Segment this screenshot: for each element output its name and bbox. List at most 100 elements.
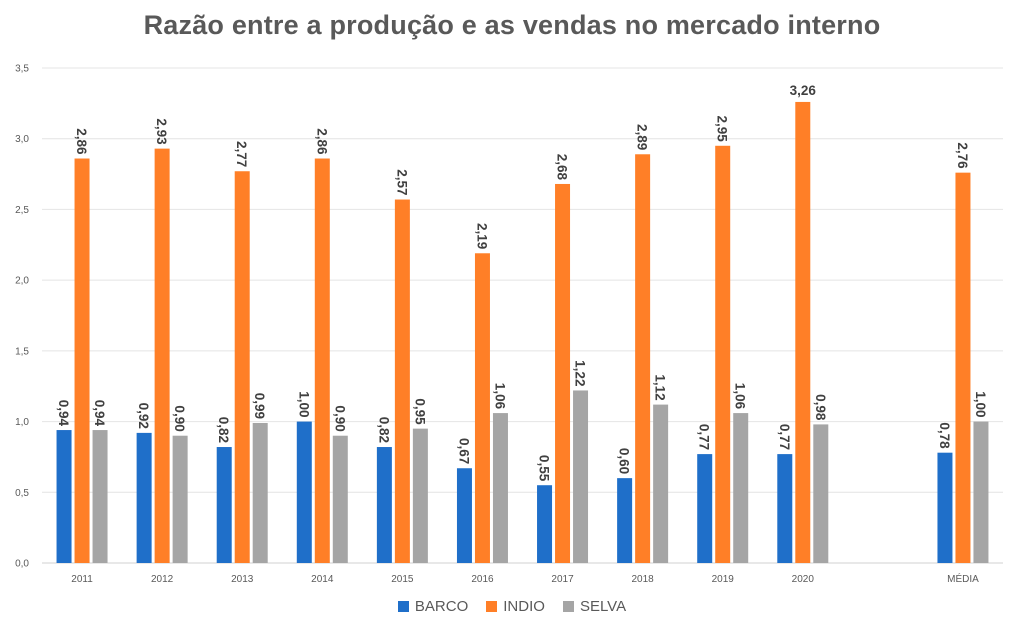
bar-barco[interactable] [537,485,553,563]
x-tick-label: 2017 [551,574,574,585]
bar-indio[interactable] [474,253,490,563]
x-tick-label: 2013 [231,574,254,585]
legend-swatch-selva [562,601,574,612]
data-label: 1,12 [653,374,668,400]
bar-indio[interactable] [154,148,170,563]
chart-title: Razão entre a produção e as vendas no me… [143,10,881,40]
data-label: 0,94 [56,400,71,427]
y-tick-label: 0,5 [15,488,29,499]
data-label: 0,90 [172,405,187,431]
bar-barco[interactable] [376,447,392,563]
data-label: 0,98 [813,394,828,421]
data-label: 1,00 [973,391,988,417]
data-label: 0,77 [697,424,712,450]
legend-label-selva: SELVA [579,598,627,615]
bars [56,101,989,564]
data-label: 2,93 [154,118,169,145]
bar-barco[interactable] [216,447,232,563]
legend-label-barco: BARCO [414,598,469,615]
bar-indio[interactable] [74,158,90,563]
bar-barco[interactable] [937,452,953,563]
bar-selva[interactable] [332,435,348,563]
x-tick-label: 2014 [311,574,334,585]
bar-selva[interactable] [973,421,989,563]
data-label: 2,86 [314,128,329,155]
x-tick-label: 2016 [471,574,494,585]
bar-indio[interactable] [394,199,410,563]
y-tick-label: 3,5 [15,64,29,75]
data-label: 0,82 [376,417,391,443]
data-label: 0,90 [332,405,347,431]
data-label: 0,95 [412,398,427,425]
y-tick-label: 2,0 [15,276,29,287]
bar-indio[interactable] [795,101,811,563]
x-tick-label: 2019 [712,574,735,585]
bar-indio[interactable] [555,183,571,563]
bar-selva[interactable] [733,413,749,563]
data-label: 2,68 [555,154,570,181]
data-label: 2,77 [234,141,249,167]
bar-indio[interactable] [955,172,971,563]
bar-indio[interactable] [234,171,250,563]
bar-barco[interactable] [296,421,312,563]
legend: BARCO INDIO SELVA [0,598,1024,615]
data-label: 2,86 [74,128,89,155]
x-axis: 2011 2012 2013 2014 2015 2016 2017 2018 2019 2020… [71,572,979,585]
legend-item-selva[interactable]: SELVA [562,598,627,615]
x-tick-label: 2015 [391,574,414,585]
data-label: 0,55 [537,455,552,482]
legend-item-barco[interactable]: BARCO [397,598,469,615]
data-label: 0,92 [136,403,151,429]
bar-selva[interactable] [573,390,589,563]
data-label: 0,60 [617,448,632,474]
x-tick-label: 2011 [71,574,93,585]
data-label: 0,78 [937,422,952,449]
y-tick-label: 1,0 [15,417,29,428]
x-tick-label: 2012 [151,574,174,585]
data-label: 1,00 [296,391,311,417]
bar-selva[interactable] [813,424,829,563]
data-label: 2,95 [715,116,730,143]
bar-barco[interactable] [56,430,72,563]
data-label: 2,19 [474,223,489,249]
data-label: 2,57 [394,169,409,195]
gridlines [42,67,1003,564]
bar-barco[interactable] [697,454,713,563]
y-tick-label: 1,5 [15,346,29,357]
legend-swatch-barco [397,601,409,612]
data-label: 2,76 [955,142,970,169]
x-tick-label: MÉDIA [947,572,979,585]
data-labels: 0,94 0,92 0,82 1,00 0,82 0,67 0,55 0,60 0,77 0,77… [56,83,988,482]
y-tick-label: 3,0 [15,134,29,145]
legend-item-indio[interactable]: INDIO [486,598,545,615]
data-label: 1,22 [573,360,588,386]
bar-indio[interactable] [715,145,731,564]
bar-selva[interactable] [492,413,508,563]
x-tick-label: 2020 [792,574,815,585]
data-label: 2,89 [635,124,650,150]
legend-label-indio: INDIO [503,598,545,615]
bar-barco[interactable] [456,468,472,563]
data-label: 0,82 [216,417,231,443]
data-label: 3,26 [790,83,817,98]
data-label: 0,77 [777,424,792,450]
bar-selva[interactable] [92,430,108,563]
bar-indio[interactable] [635,154,651,563]
legend-swatch-indio [486,601,498,612]
data-label: 0,94 [92,400,107,427]
bar-selva[interactable] [412,428,428,563]
data-label: 0,67 [456,438,471,464]
y-tick-label: 0,0 [15,559,29,570]
bar-barco[interactable] [617,478,633,563]
bar-selva[interactable] [172,435,188,563]
x-tick-label: 2018 [632,574,655,585]
data-label: 1,06 [733,383,748,410]
bar-selva[interactable] [252,422,268,563]
bar-barco[interactable] [777,454,793,563]
bar-selva[interactable] [653,404,669,563]
data-label: 0,99 [252,393,267,419]
bar-barco[interactable] [136,432,152,563]
data-label: 1,06 [492,383,507,410]
bar-indio[interactable] [314,158,330,563]
